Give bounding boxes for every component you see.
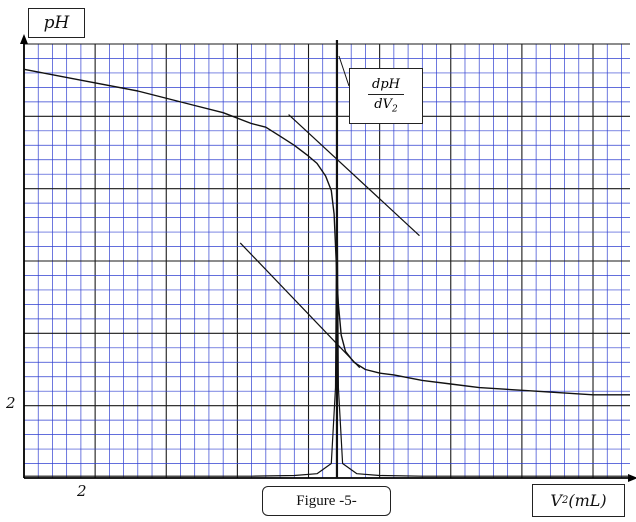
x-axis-label: V 2 (mL) — [532, 484, 625, 517]
derivative-leader-line — [338, 55, 350, 87]
derivative-curve — [24, 170, 630, 477]
x-axis-label-unit: (mL) — [568, 491, 607, 510]
derivative-den-sub: 2 — [391, 104, 398, 115]
x-axis-arrow — [628, 474, 636, 482]
titration-curve — [23, 68, 630, 396]
tangent-line-1 — [288, 114, 420, 237]
grid — [23, 43, 630, 479]
derivative-denominator: dV2 — [374, 95, 397, 115]
plot-area — [23, 40, 630, 478]
y-axis-label: pH — [28, 8, 85, 38]
x-axis-label-sub: 2 — [561, 495, 569, 506]
axes — [20, 34, 636, 482]
derivative-den-main: dV — [374, 97, 392, 113]
y-axis-arrow — [20, 34, 28, 44]
derivative-label: dpH dV2 — [349, 68, 423, 124]
tangent-line-2 — [239, 242, 361, 369]
x-axis-label-main: V — [550, 491, 562, 510]
y-axis-label-text: pH — [43, 13, 70, 33]
derivative-numerator: dpH — [368, 77, 404, 96]
figure-caption: Figure -5- — [262, 486, 391, 516]
x-tick-label: 2 — [77, 482, 87, 500]
y-tick-label: 2 — [6, 394, 16, 412]
